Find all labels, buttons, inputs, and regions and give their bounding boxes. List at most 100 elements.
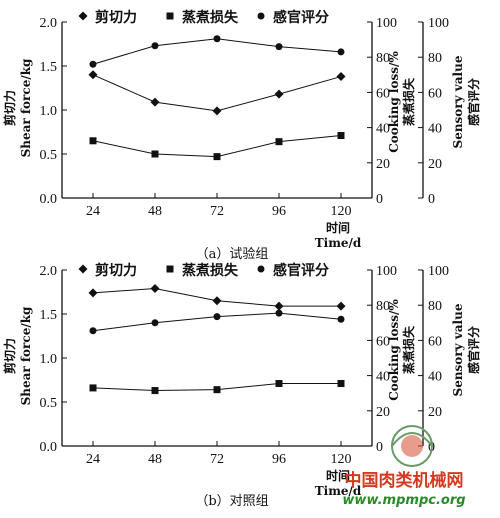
data-point [89, 327, 97, 335]
x-axis-title-cn: 时间 [326, 468, 350, 483]
right-tick-label: 60 [376, 86, 390, 101]
right2-tick-label: 100 [428, 264, 449, 279]
left-axis-title-en: Shear force/kg [19, 306, 33, 405]
right2-axis-title-cn: 感官评分 [466, 78, 481, 126]
watermark-logo-icon [391, 425, 433, 467]
right-tick-label: 100 [376, 264, 397, 279]
data-point [88, 70, 98, 80]
legend-label-shear: 剪切力 [95, 9, 137, 26]
data-point [212, 296, 222, 306]
right-tick-label: 100 [376, 16, 397, 31]
data-point [151, 387, 159, 395]
left-tick-label: 2.0 [40, 16, 58, 31]
logo-arc [391, 432, 433, 447]
data-point [275, 309, 283, 317]
left-tick-label: 1.0 [40, 104, 58, 119]
right2-tick-label: 100 [428, 16, 449, 31]
data-point [213, 386, 221, 394]
right-tick-label: 60 [376, 334, 390, 349]
right2-tick-label: 40 [428, 122, 442, 137]
left-axis-title-cn: 剪切力 [2, 338, 17, 374]
data-point [275, 43, 283, 51]
right-tick-label: 80 [376, 51, 390, 66]
series-diamond [88, 283, 346, 311]
panel-caption: （b）对照组 [195, 494, 268, 509]
legend-marker-sensory [257, 12, 265, 20]
x-axis-title-cn: 时间 [326, 220, 350, 235]
x-tick-label: 48 [148, 452, 162, 467]
data-point [89, 60, 97, 68]
right-axis-title-cn: 蒸煮损失 [401, 77, 416, 126]
left-tick-label: 0.5 [40, 148, 58, 163]
right-axis-title-en: Cooking loss/% [387, 51, 401, 153]
data-point [89, 137, 97, 145]
legend-marker-shear [78, 11, 88, 21]
legend-marker-loss [166, 12, 174, 20]
x-tick-label: 24 [86, 452, 100, 467]
series-dot [89, 309, 345, 335]
legend-marker-sensory [257, 265, 265, 273]
data-point [89, 384, 97, 392]
data-point [213, 313, 221, 321]
right2-tick-label: 60 [428, 334, 442, 349]
data-point [337, 315, 345, 323]
data-point [336, 301, 346, 311]
left-tick-label: 0.5 [40, 396, 58, 411]
data-point [275, 138, 283, 146]
chart-panel-a: 0.0 0.5 1.0 1.5 2.0 0 0 20 20 40 40 60 60 80 80 100 100 2… [2, 9, 481, 262]
right2-tick-label: 80 [428, 299, 442, 314]
watermark-site: 中国肉类机械网 [345, 470, 464, 491]
right-tick-label: 0 [376, 192, 383, 207]
data-point [150, 97, 160, 107]
left-tick-label: 1.5 [40, 60, 58, 75]
legend-marker-shear [78, 264, 88, 274]
left-tick-label: 1.5 [40, 308, 58, 323]
left-tick-label: 0.0 [40, 192, 58, 207]
data-point [88, 288, 98, 298]
x-tick-label: 72 [210, 204, 224, 219]
right2-tick-label: 0 [428, 192, 435, 207]
data-point [212, 106, 222, 116]
series-line [92, 74, 342, 112]
data-point [213, 35, 221, 43]
data-point [337, 48, 345, 56]
x-tick-label: 96 [272, 452, 286, 467]
right-tick-label: 40 [376, 122, 390, 137]
left-tick-label: 1.0 [40, 352, 58, 367]
right-tick-label: 0 [376, 440, 383, 455]
x-tick-label: 24 [86, 204, 100, 219]
legend-label-shear: 剪切力 [95, 262, 137, 279]
legend-marker-loss [166, 265, 174, 273]
legend-label-loss: 蒸煮损失 [182, 262, 239, 279]
left-axis-title-cn: 剪切力 [2, 90, 17, 126]
panel-caption: （a）试验组 [196, 246, 269, 262]
data-point [151, 319, 159, 327]
right-axis-title-en: Cooking loss/% [387, 299, 401, 401]
right2-axis-title-cn: 感官评分 [466, 326, 481, 374]
left-axis-title-en: Shear force/kg [19, 58, 33, 157]
data-point [150, 283, 160, 293]
left-tick-label: 2.0 [40, 264, 58, 279]
right2-tick-label: 40 [428, 370, 442, 385]
right2-axis-title-en: Sensory value [451, 55, 465, 148]
series-line [92, 38, 342, 65]
x-tick-label: 96 [272, 204, 286, 219]
right-tick-label: 20 [376, 405, 390, 420]
right-tick-label: 40 [376, 370, 390, 385]
data-point [336, 72, 346, 82]
right2-axis-title-en: Sensory value [451, 303, 465, 396]
right2-tick-label: 60 [428, 86, 442, 101]
left-tick-label: 0.0 [40, 440, 58, 455]
series-diamond [88, 70, 346, 116]
x-tick-label: 72 [210, 452, 224, 467]
data-point [213, 153, 221, 161]
right2-tick-label: 80 [428, 51, 442, 66]
data-point [337, 380, 345, 388]
x-tick-label: 120 [331, 452, 352, 467]
right2-tick-label: 20 [428, 405, 442, 420]
right-tick-label: 80 [376, 299, 390, 314]
x-tick-label: 48 [148, 204, 162, 219]
data-point [275, 380, 283, 388]
